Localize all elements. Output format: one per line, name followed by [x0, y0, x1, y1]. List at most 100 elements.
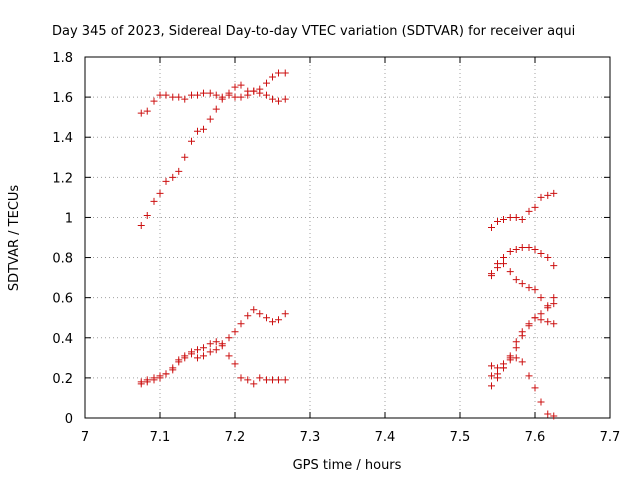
data-point — [237, 320, 245, 328]
data-point — [231, 328, 239, 336]
data-point — [206, 115, 214, 123]
data-point — [237, 93, 245, 101]
data-point — [506, 356, 514, 364]
data-point — [194, 346, 201, 354]
data-point — [200, 344, 207, 352]
data-point — [206, 340, 214, 348]
data-point — [200, 89, 207, 97]
data-point — [281, 95, 289, 103]
data-point — [194, 91, 201, 99]
x-tick-label: 7.3 — [300, 430, 321, 445]
x-axis-label: GPS time / hours — [293, 458, 402, 473]
data-point — [143, 378, 151, 386]
data-point — [137, 380, 145, 388]
data-point — [512, 246, 520, 254]
data-point — [494, 370, 501, 378]
series-track-b — [137, 69, 289, 229]
data-point — [500, 254, 507, 262]
data-point — [500, 215, 507, 223]
data-point — [506, 248, 514, 256]
data-point — [537, 250, 545, 258]
x-tick-label: 7.4 — [375, 430, 396, 445]
data-point — [537, 294, 545, 302]
data-point — [550, 189, 558, 197]
data-points — [137, 69, 558, 420]
data-point — [181, 95, 189, 103]
data-point — [169, 366, 177, 374]
data-point — [544, 191, 552, 199]
data-point — [544, 318, 552, 326]
data-point — [494, 217, 501, 225]
data-point — [200, 125, 207, 133]
data-point — [200, 352, 207, 360]
data-point — [256, 374, 264, 382]
data-point — [194, 127, 201, 135]
data-point — [263, 79, 270, 87]
data-point — [250, 380, 258, 388]
y-tick-label: 0.8 — [52, 252, 73, 267]
data-point — [281, 376, 289, 384]
data-point — [150, 97, 158, 105]
data-point — [275, 376, 282, 384]
data-point — [225, 89, 233, 97]
data-point — [544, 304, 552, 312]
data-point — [250, 306, 258, 314]
data-point — [237, 374, 245, 382]
data-point — [525, 320, 533, 328]
data-point — [237, 81, 245, 89]
y-tick-label: 0.6 — [52, 292, 73, 307]
data-point — [275, 97, 282, 105]
data-point — [537, 316, 545, 324]
data-point — [488, 382, 495, 390]
data-point — [550, 262, 558, 270]
data-point — [544, 410, 552, 418]
data-point — [212, 338, 220, 346]
y-tick-label: 0.4 — [52, 332, 73, 347]
data-point — [212, 346, 220, 354]
data-point — [212, 91, 220, 99]
x-tick-labels: 7 7.1 7.2 7.3 7.4 7.5 7.6 7.7 — [81, 430, 620, 445]
data-point — [137, 221, 145, 229]
data-point — [531, 286, 539, 294]
data-point — [181, 153, 189, 161]
data-point — [512, 276, 520, 284]
x-tick-label: 7.6 — [525, 430, 546, 445]
data-point — [156, 91, 164, 99]
data-point — [218, 342, 226, 350]
data-point — [518, 244, 526, 252]
data-point — [256, 310, 264, 318]
data-point — [256, 85, 264, 93]
y-tick-label: 0 — [65, 412, 73, 427]
data-point — [225, 334, 233, 342]
data-point — [494, 364, 501, 372]
data-point — [169, 93, 177, 101]
axis-ticks — [84, 56, 611, 419]
data-point — [143, 107, 151, 115]
data-point — [525, 372, 533, 380]
data-point — [550, 412, 558, 420]
data-point — [175, 167, 183, 175]
data-point — [518, 215, 526, 223]
data-point — [263, 376, 270, 384]
data-point — [181, 354, 189, 362]
data-point — [525, 284, 533, 292]
data-point — [175, 358, 183, 366]
data-point — [250, 87, 258, 95]
data-point — [231, 93, 239, 101]
data-point — [531, 203, 539, 211]
data-point — [212, 105, 220, 113]
series-track-j — [488, 314, 558, 390]
y-tick-label: 1.4 — [52, 131, 73, 146]
data-point — [525, 207, 533, 215]
data-point — [150, 197, 158, 205]
x-tick-label: 7.2 — [225, 430, 246, 445]
x-tick-label: 7.5 — [450, 430, 471, 445]
data-point — [500, 260, 507, 268]
data-point — [512, 354, 520, 362]
data-point — [231, 360, 239, 368]
data-point — [143, 211, 151, 219]
series-track-e — [488, 189, 558, 231]
data-point — [518, 280, 526, 288]
